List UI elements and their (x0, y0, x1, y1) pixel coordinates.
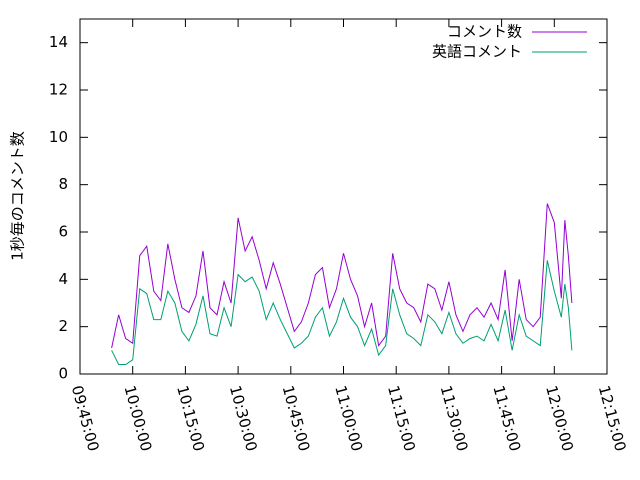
x-tick-label: 10:30:00 (226, 384, 261, 454)
y-tick-label: 6 (58, 223, 68, 241)
x-tick-label: 10:45:00 (279, 384, 314, 454)
y-tick-label: 0 (58, 365, 68, 383)
y-tick-label: 4 (58, 270, 68, 288)
series-line (111, 260, 573, 366)
y-tick-label: 12 (49, 81, 68, 99)
y-axis-label: 1秒毎のコメント数 (9, 131, 27, 261)
x-tick-label: 10:00:00 (120, 384, 155, 454)
x-tick-label: 11:00:00 (331, 384, 366, 454)
x-tick-label: 12:15:00 (595, 384, 630, 454)
series-line (111, 203, 573, 349)
x-tick-label: 11:45:00 (489, 384, 524, 454)
y-tick-label: 10 (49, 128, 68, 146)
y-tick-label: 2 (58, 317, 68, 335)
x-tick-label: 09:45:00 (68, 384, 103, 454)
x-tick-label: 11:15:00 (384, 384, 419, 454)
legend-label: コメント数 (447, 23, 522, 41)
legend-label: 英語コメント (432, 43, 522, 61)
y-tick-label: 8 (58, 175, 68, 193)
x-tick-label: 11:30:00 (437, 384, 472, 454)
y-tick-label: 14 (49, 33, 68, 51)
x-tick-label: 12:00:00 (542, 384, 577, 454)
x-tick-label: 10:15:00 (173, 384, 208, 454)
